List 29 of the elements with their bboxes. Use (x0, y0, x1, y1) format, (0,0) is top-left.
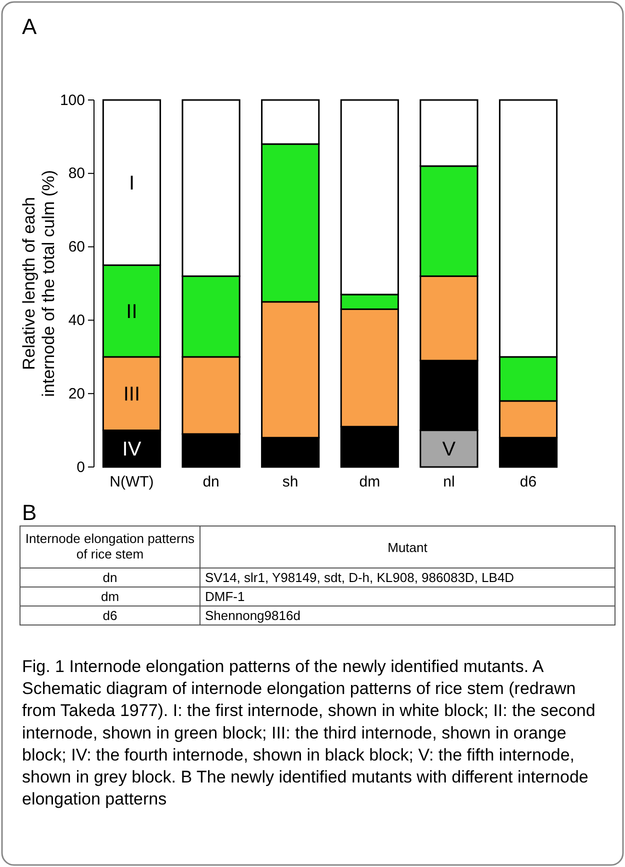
y-tick-label: 80 (68, 165, 85, 182)
text: A (22, 14, 37, 39)
text: Mutant (388, 540, 428, 555)
y-tick-label: 40 (68, 312, 85, 329)
text: Shennong9816d (205, 608, 300, 623)
x-tick-label: d6 (520, 474, 537, 491)
y-tick-label: 0 (76, 458, 85, 476)
text: dm (100, 589, 120, 604)
text: SV14, slr1, Y98149, sdt, D-h, KL908, 986083D, LB4D (205, 570, 514, 585)
x-tick-label: nl (443, 474, 455, 491)
y-tick-label: 20 (68, 385, 85, 402)
x-tick-label: sh (282, 474, 298, 491)
text: d6 (102, 608, 118, 623)
text: Internode elongation patterns of rice stem (25, 531, 196, 562)
series-label: III (123, 384, 140, 406)
series-label: I (128, 172, 135, 195)
series-label: IV (122, 438, 142, 461)
series-label: II (126, 301, 138, 324)
y-tick-label: 100 (60, 92, 85, 109)
x-tick-label: N(WT) (110, 474, 154, 491)
series-label: V (442, 438, 456, 461)
y-axis-title: Relative length of each internode of the total culm (%) (20, 170, 58, 397)
caption: Fig. 1 Internode elongation patterns of the newly identified mutants. A Schematic diagram of internode elongation patterns of rice stem (redrawn from Takeda 1977). I: the first internode, shown in white block; II: the second internode, shown in green block; III: the third internode, shown in orange block; IV: the fourth internode, shown in black block; V: the fifth internode, shown in grey block. B The newly identified mutants with different internode elongation patterns (22, 657, 596, 809)
x-tick-label: dm (359, 474, 380, 491)
x-tick-label: dn (202, 474, 220, 491)
text: DMF-1 (205, 589, 245, 604)
text: B (22, 500, 37, 525)
text: dn (102, 570, 118, 585)
y-tick-label: 60 (68, 238, 85, 256)
